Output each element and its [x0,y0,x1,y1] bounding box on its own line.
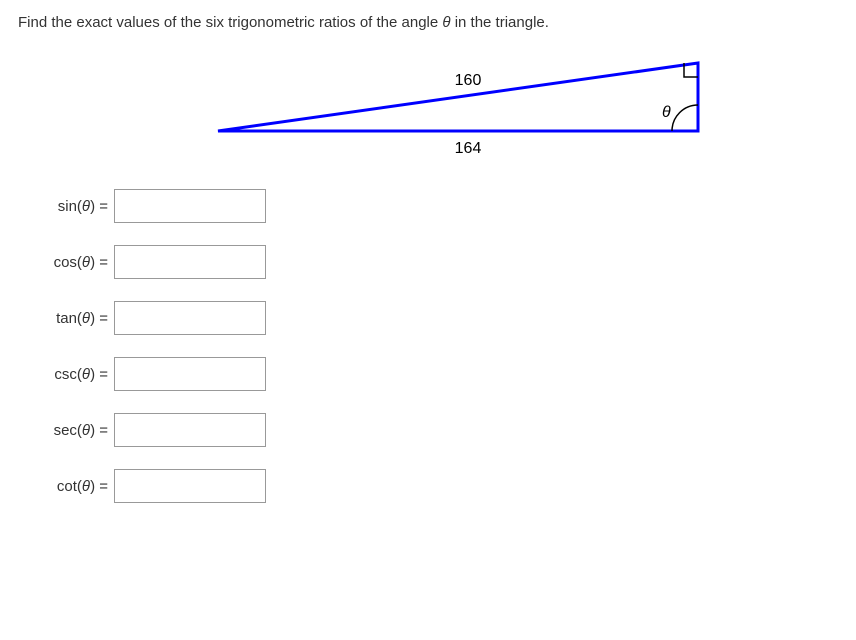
cot-input[interactable] [114,469,266,503]
triangle-diagram: 160 164 θ [208,51,838,165]
cos-label: cos(θ) = [36,254,114,271]
theta-label: θ [662,104,671,121]
tan-input[interactable] [114,301,266,335]
tan-row: tan(θ) = [36,301,838,335]
sin-label: sin(θ) = [36,198,114,215]
csc-label: csc(θ) = [36,366,114,383]
cos-row: cos(θ) = [36,245,838,279]
theta-arc [672,105,698,131]
sec-input[interactable] [114,413,266,447]
cos-input[interactable] [114,245,266,279]
question-theta: θ [442,14,450,31]
sin-row: sin(θ) = [36,189,838,223]
cot-label: cot(θ) = [36,478,114,495]
question-text: Find the exact values of the six trigono… [18,14,838,31]
base-label: 164 [455,140,482,157]
sec-label: sec(θ) = [36,422,114,439]
sin-input[interactable] [114,189,266,223]
csc-row: csc(θ) = [36,357,838,391]
answer-inputs: sin(θ) = cos(θ) = tan(θ) = csc(θ) = sec(θ) =… [36,189,838,503]
triangle-svg: 160 164 θ [208,51,728,161]
question-suffix: in the triangle. [451,14,549,31]
cot-row: cot(θ) = [36,469,838,503]
csc-input[interactable] [114,357,266,391]
sec-row: sec(θ) = [36,413,838,447]
question-prefix: Find the exact values of the six trigono… [18,14,442,31]
hypotenuse-label: 160 [455,72,482,89]
tan-label: tan(θ) = [36,310,114,327]
